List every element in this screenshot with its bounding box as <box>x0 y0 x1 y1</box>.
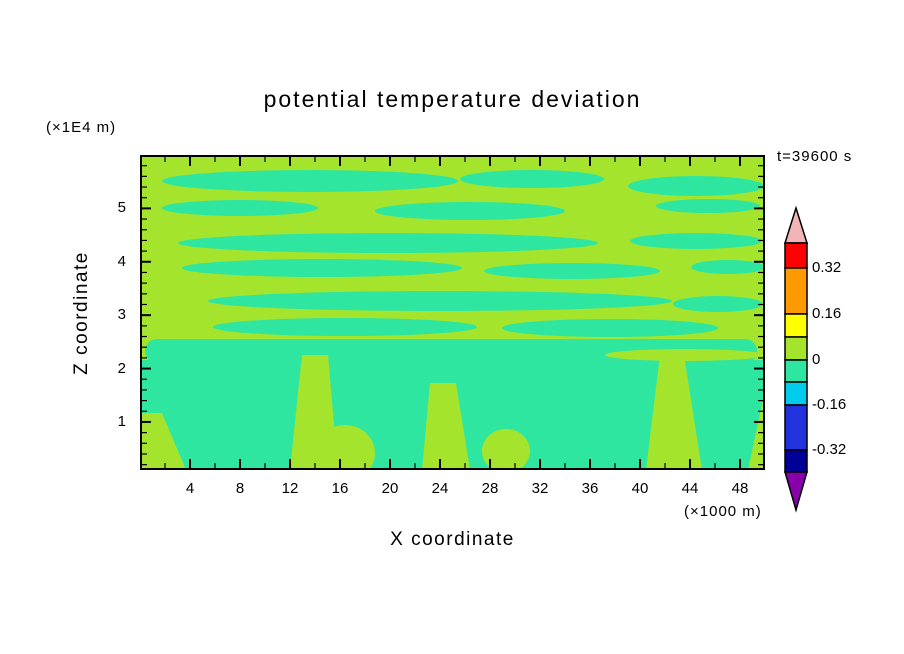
z-axis-unit-label: (×1E4 m) <box>46 119 117 136</box>
colorbar-tick-label: -0.16 <box>812 396 847 413</box>
colorbar-tick-label: 0 <box>812 351 821 368</box>
z-tick-label: 1 <box>117 412 126 430</box>
x-tick-label: 32 <box>531 480 549 497</box>
x-tick-label: 20 <box>381 480 399 497</box>
contour-plot <box>140 155 765 470</box>
time-label: t=39600 s <box>777 148 853 165</box>
x-tick-label: 40 <box>631 480 649 497</box>
z-tick-label: 4 <box>117 252 126 270</box>
x-tick-label: 16 <box>331 480 349 497</box>
z-axis-title-wrap: Z coordinate <box>63 155 101 470</box>
z-tick-label: 3 <box>117 306 126 324</box>
x-tick-label: 8 <box>235 480 245 497</box>
x-tick-label: 48 <box>731 480 749 497</box>
colorbar-tick-label: 0.16 <box>812 305 842 322</box>
x-tick-label: 24 <box>431 480 449 497</box>
chart-title: potential temperature deviation <box>263 86 642 112</box>
x-tick-label: 28 <box>481 480 499 497</box>
x-axis-unit-label: (×1000 m) <box>684 503 762 520</box>
z-axis-title: Z coordinate <box>71 250 92 375</box>
colorbar-tick-label: 0.32 <box>812 259 842 276</box>
z-tick-label: 5 <box>117 199 126 217</box>
x-tick-label: 12 <box>281 480 299 497</box>
z-tick-label: 2 <box>117 359 126 377</box>
x-tick-label: 36 <box>581 480 599 497</box>
colorbar <box>783 205 809 513</box>
colorbar-tick-label: -0.32 <box>812 441 847 458</box>
x-tick-label: 4 <box>185 480 195 497</box>
x-tick-label: 44 <box>681 480 699 497</box>
x-axis-title: X coordinate <box>390 529 515 550</box>
